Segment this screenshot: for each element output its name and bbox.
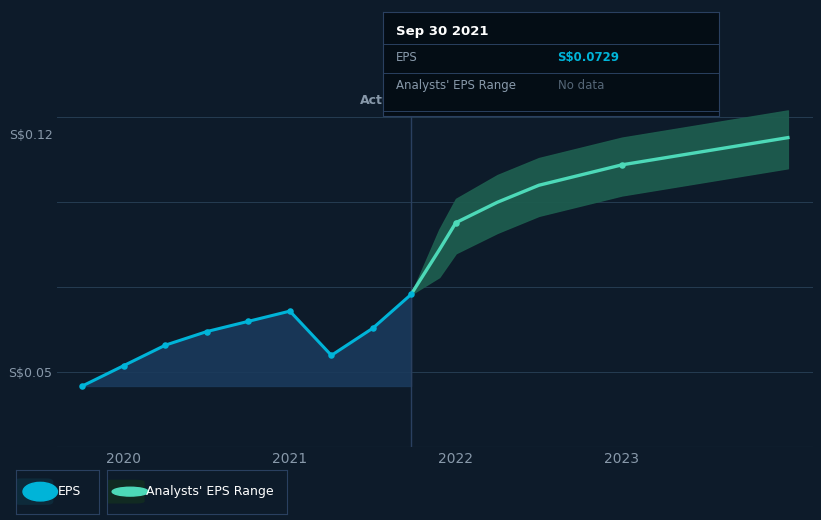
Text: Sep 30 2021: Sep 30 2021: [396, 25, 488, 38]
Point: [325, 351, 338, 359]
Text: Analysts Forecasts: Analysts Forecasts: [418, 94, 534, 107]
Text: EPS: EPS: [57, 485, 80, 498]
Point: [615, 161, 628, 169]
Point: [242, 317, 255, 326]
Point: [449, 218, 462, 227]
Point: [283, 307, 296, 315]
Circle shape: [112, 487, 149, 496]
Point: [76, 382, 89, 390]
Circle shape: [23, 483, 57, 501]
Point: [200, 328, 213, 336]
FancyBboxPatch shape: [14, 478, 53, 505]
FancyBboxPatch shape: [101, 480, 144, 503]
Text: S$0.0729: S$0.0729: [557, 51, 620, 64]
Text: EPS: EPS: [396, 51, 418, 64]
Point: [158, 341, 172, 349]
Point: [366, 324, 379, 332]
Text: No data: No data: [557, 79, 604, 92]
Text: Analysts' EPS Range: Analysts' EPS Range: [396, 79, 516, 92]
Text: Analysts' EPS Range: Analysts' EPS Range: [146, 485, 274, 498]
Point: [405, 290, 418, 298]
Point: [117, 361, 131, 370]
Text: Actual: Actual: [360, 94, 405, 107]
